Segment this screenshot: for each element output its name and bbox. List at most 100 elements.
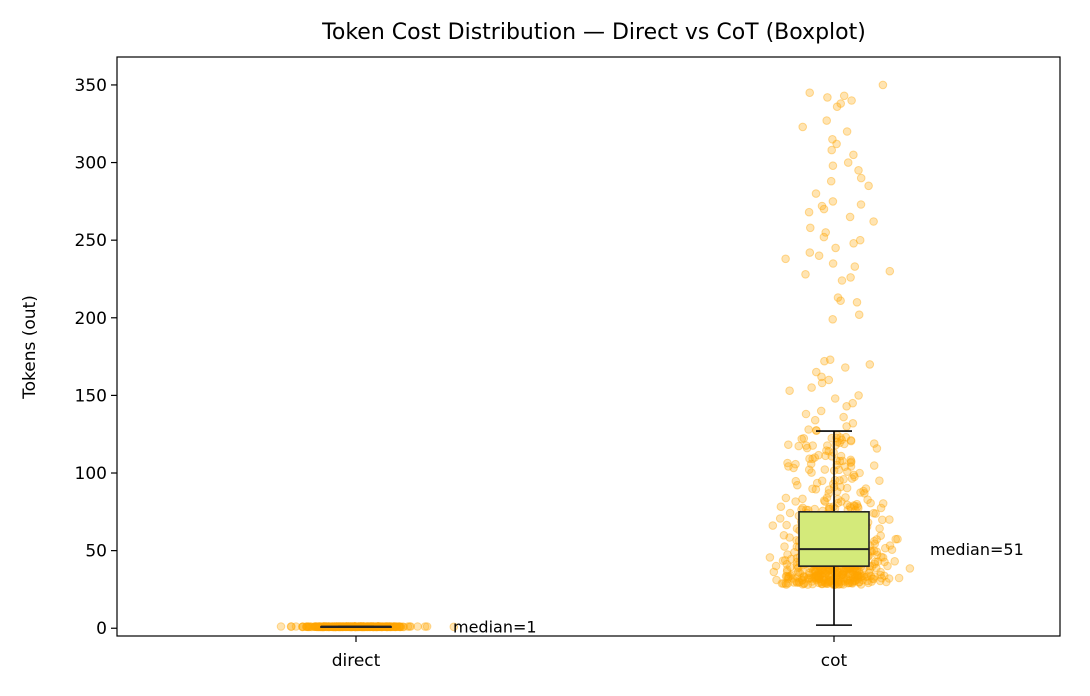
data-point: [869, 439, 879, 448]
data-point: [852, 566, 862, 576]
data-point: [777, 579, 787, 588]
data-point: [824, 485, 834, 495]
data-point: [821, 451, 830, 461]
data-point: [834, 568, 844, 577]
data-point: [840, 439, 849, 449]
data-point: [824, 446, 834, 456]
data-point: [807, 577, 817, 586]
data-point: [849, 239, 858, 248]
data-point: [822, 116, 832, 125]
data-point: [822, 579, 832, 589]
data-point: [836, 433, 845, 442]
data-point: [859, 571, 869, 581]
data-point: [823, 577, 833, 587]
data-point: [795, 578, 804, 587]
data-point: [848, 573, 858, 582]
data-point: [855, 235, 865, 245]
data-point: [784, 462, 793, 471]
data-point: [864, 578, 873, 588]
data-point: [891, 534, 901, 544]
data-point: [810, 572, 820, 581]
data-point: [853, 575, 862, 584]
data-point: [787, 570, 797, 579]
data-point: [855, 577, 864, 587]
data-point: [307, 622, 316, 632]
data-point: [799, 572, 809, 582]
data-point: [826, 176, 836, 186]
data-point: [847, 474, 857, 483]
data-point: [849, 577, 858, 586]
data-point: [818, 568, 827, 578]
data-point: [847, 96, 856, 105]
data-point: [310, 622, 320, 631]
data-point: [880, 557, 889, 567]
data-point: [394, 622, 404, 632]
data-point: [848, 398, 858, 408]
data-point: [843, 576, 852, 586]
data-point: [804, 207, 814, 217]
data-point: [792, 578, 802, 588]
data-point: [786, 562, 795, 572]
data-point: [286, 622, 296, 631]
data-point: [298, 622, 307, 632]
data-point: [843, 158, 853, 167]
data-point: [838, 573, 848, 583]
data-point: [836, 451, 846, 461]
data-point: [816, 406, 826, 416]
data-point: [868, 574, 877, 583]
data-point: [820, 356, 829, 366]
data-point: [801, 441, 811, 450]
data-point: [842, 483, 852, 493]
data-point: [837, 497, 846, 506]
data-point: [815, 569, 825, 579]
data-point: [310, 622, 319, 632]
data-point: [828, 161, 838, 170]
data-point: [817, 378, 827, 388]
boxes: median=1 median=51: [320, 430, 1024, 637]
data-point: [844, 578, 854, 588]
data-point: [850, 262, 860, 271]
data-point: [861, 484, 871, 493]
data-point: [841, 493, 850, 502]
data-point: [878, 553, 888, 562]
data-point: [866, 498, 875, 508]
data-point: [802, 443, 812, 453]
data-point: [848, 579, 857, 588]
data-point: [810, 567, 820, 577]
data-point: [864, 181, 873, 191]
data-point: [870, 572, 879, 581]
data-point: [413, 622, 422, 631]
data-point: [801, 270, 810, 279]
data-point: [839, 475, 848, 484]
data-point: [869, 546, 879, 556]
data-point: [845, 502, 855, 511]
data-point: [864, 568, 874, 578]
data-point: [783, 550, 792, 559]
data-point: [823, 441, 832, 450]
data-point: [784, 572, 793, 582]
x-tick-label: direct: [332, 651, 381, 671]
data-point: [782, 567, 792, 577]
data-point: [870, 539, 880, 549]
data-point: [865, 360, 875, 369]
data-point: [850, 472, 859, 482]
data-point: [302, 622, 312, 632]
data-point: [842, 422, 851, 431]
data-point: [276, 622, 286, 631]
data-point: [816, 578, 826, 587]
data-point: [837, 276, 847, 285]
data-point: [775, 514, 785, 523]
data-point: [804, 425, 813, 434]
data-point: [842, 127, 852, 136]
data-point: [870, 559, 879, 569]
data-point: [799, 434, 809, 443]
data-point: [304, 622, 313, 631]
data-point: [869, 461, 879, 470]
data-point: [823, 567, 833, 576]
data-point: [871, 509, 880, 518]
data-point: [856, 173, 866, 183]
data-point: [883, 561, 892, 571]
y-tick-label: 0: [96, 619, 107, 639]
data-point: [811, 571, 821, 580]
